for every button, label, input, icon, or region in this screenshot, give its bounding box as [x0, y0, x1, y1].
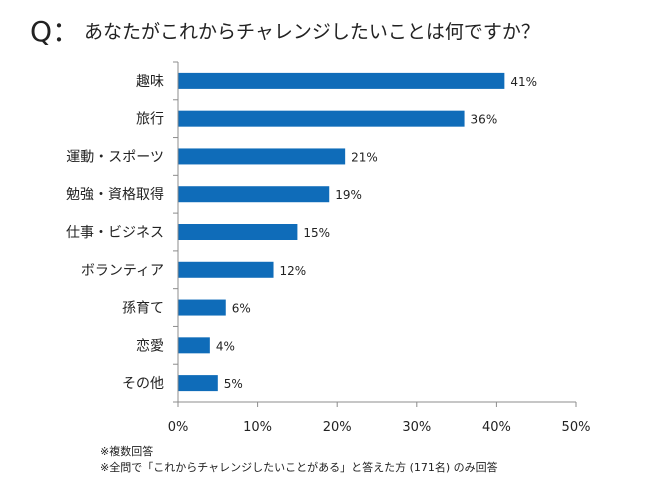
x-tick-label: 0% — [168, 420, 189, 435]
category-label: 旅行 — [136, 112, 164, 128]
value-label: 19% — [335, 188, 362, 202]
bar — [178, 337, 210, 354]
x-tick-label: 50% — [562, 420, 591, 435]
category-label: 趣味 — [136, 74, 164, 90]
value-label: 4% — [216, 339, 235, 353]
category-label: 恋愛 — [136, 337, 164, 354]
value-label: 12% — [280, 264, 307, 278]
value-label: 36% — [471, 113, 498, 127]
value-label: 6% — [232, 302, 251, 316]
bar — [178, 261, 274, 278]
value-label: 15% — [303, 226, 330, 240]
x-tick-label: 10% — [243, 420, 272, 435]
question-heading: Q： あなたがこれからチャレンジしたいことは何ですか？ — [30, 10, 540, 50]
category-label: その他 — [122, 376, 164, 392]
bar — [178, 72, 505, 89]
category-label: 運動・スポーツ — [66, 149, 164, 165]
bar — [178, 186, 330, 203]
question-prefix: Q： — [30, 15, 81, 48]
note-respondent-condition: ※全問で「これからチャレンジしたいことがある」と答えた方 (171名) のみ回答 — [100, 461, 498, 474]
bar — [178, 224, 298, 240]
value-label: 41% — [510, 75, 537, 89]
notes: ※複数回答 ※全問で「これからチャレンジしたいことがある」と答えた方 (171名… — [100, 444, 498, 476]
bar — [178, 375, 218, 392]
x-tick-label: 30% — [402, 420, 431, 435]
bar — [178, 148, 346, 165]
question-text: あなたがこれからチャレンジしたいことは何ですか？ — [84, 20, 540, 43]
category-label: ボランティア — [81, 263, 164, 279]
x-tick-label: 20% — [323, 420, 352, 435]
category-label: 孫育て — [122, 301, 164, 317]
bar — [178, 299, 226, 316]
bar — [178, 110, 465, 127]
note-multiple-answers: ※複数回答 — [100, 445, 154, 458]
category-label: 勉強・資格取得 — [66, 186, 164, 203]
category-label: 仕事・ビジネス — [66, 225, 164, 241]
value-label: 21% — [351, 150, 378, 164]
value-label: 5% — [224, 377, 243, 391]
x-tick-label: 40% — [482, 420, 511, 435]
